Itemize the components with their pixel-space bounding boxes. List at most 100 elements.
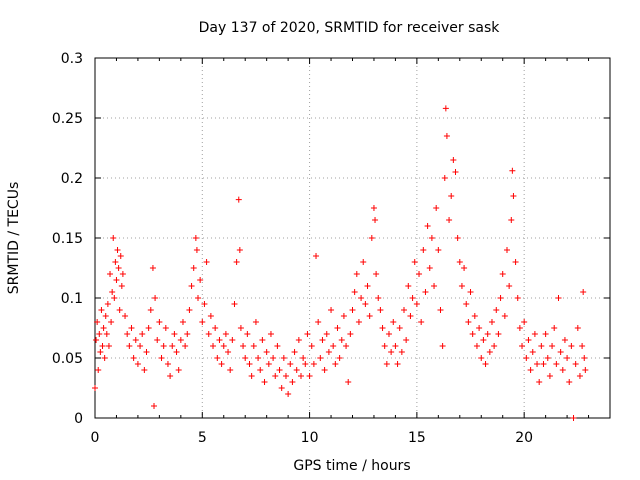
y-tick-label: 0.3 <box>61 51 83 67</box>
data-point <box>488 319 495 325</box>
data-point <box>582 367 589 373</box>
data-point <box>119 271 126 277</box>
data-point <box>407 313 414 319</box>
data-point <box>328 307 335 313</box>
data-point <box>465 319 472 325</box>
data-point <box>233 259 240 265</box>
data-point <box>274 343 281 349</box>
data-point <box>338 337 345 343</box>
data-point <box>287 361 294 367</box>
data-point <box>469 331 476 337</box>
data-point <box>456 259 463 265</box>
data-point <box>443 133 450 139</box>
data-point <box>523 355 530 361</box>
data-point <box>201 301 208 307</box>
data-point <box>390 319 397 325</box>
data-point <box>298 373 304 379</box>
x-tick-label: 5 <box>198 430 207 446</box>
data-point <box>499 271 506 277</box>
data-point <box>105 343 112 349</box>
plot-frame <box>94 57 611 419</box>
data-point <box>441 175 448 181</box>
data-point <box>325 349 332 355</box>
data-point <box>358 295 365 301</box>
data-point <box>355 319 362 325</box>
data-point <box>431 283 438 289</box>
data-point <box>199 319 206 325</box>
data-point <box>519 343 526 349</box>
data-point <box>370 205 377 211</box>
data-point <box>188 283 195 289</box>
data-point <box>306 373 313 379</box>
data-points <box>92 105 589 421</box>
data-point <box>112 259 119 265</box>
data-point <box>353 271 360 277</box>
data-point <box>98 307 105 313</box>
data-point <box>527 367 534 373</box>
data-point <box>506 283 513 289</box>
data-point <box>579 343 586 349</box>
data-point <box>531 331 538 337</box>
data-point <box>246 361 253 367</box>
data-point <box>426 265 433 271</box>
data-point <box>512 259 519 265</box>
data-point <box>259 337 266 343</box>
data-point <box>360 259 367 265</box>
data-point <box>574 325 581 331</box>
data-point <box>501 313 508 319</box>
data-point <box>169 343 176 349</box>
data-point <box>375 295 382 301</box>
data-point <box>154 337 161 343</box>
data-point <box>540 361 547 367</box>
data-point <box>126 343 133 349</box>
data-point <box>130 355 137 361</box>
data-point <box>409 295 416 301</box>
data-point <box>336 355 343 361</box>
data-point <box>385 331 392 337</box>
data-point <box>486 349 493 355</box>
data-point <box>428 235 435 241</box>
data-point <box>411 259 418 265</box>
data-point <box>92 385 98 391</box>
data-point <box>118 283 125 289</box>
data-point <box>317 355 324 361</box>
data-point <box>416 271 423 277</box>
data-point <box>203 259 210 265</box>
data-point <box>250 343 257 349</box>
data-point <box>137 343 144 349</box>
data-point <box>267 331 274 337</box>
y-tick-label: 0.15 <box>52 231 83 247</box>
data-point <box>151 403 158 409</box>
data-point <box>160 343 167 349</box>
data-point <box>293 367 300 373</box>
data-point <box>291 349 298 355</box>
data-point <box>546 373 553 379</box>
data-point <box>394 361 401 367</box>
data-point <box>388 349 395 355</box>
y-tick-label: 0.2 <box>61 171 83 187</box>
data-point <box>149 265 156 271</box>
data-point <box>439 343 446 349</box>
data-point <box>308 343 315 349</box>
data-point <box>95 367 102 373</box>
data-point <box>182 343 189 349</box>
data-point <box>272 373 279 379</box>
data-point <box>418 319 425 325</box>
chart-title: Day 137 of 2020, SRMTID for receiver sas… <box>199 20 501 36</box>
data-point <box>491 343 498 349</box>
data-point <box>310 361 317 367</box>
data-point <box>240 343 247 349</box>
data-point <box>555 295 562 301</box>
data-point <box>473 343 480 349</box>
data-point <box>186 307 193 313</box>
data-point <box>235 196 242 203</box>
x-tick-label: 15 <box>408 430 426 446</box>
data-point <box>115 265 122 271</box>
data-point <box>372 217 379 223</box>
data-point <box>214 355 221 361</box>
data-point <box>542 331 549 337</box>
data-point <box>252 319 259 325</box>
data-point <box>222 331 229 337</box>
data-point <box>516 325 523 331</box>
data-point <box>158 355 165 361</box>
